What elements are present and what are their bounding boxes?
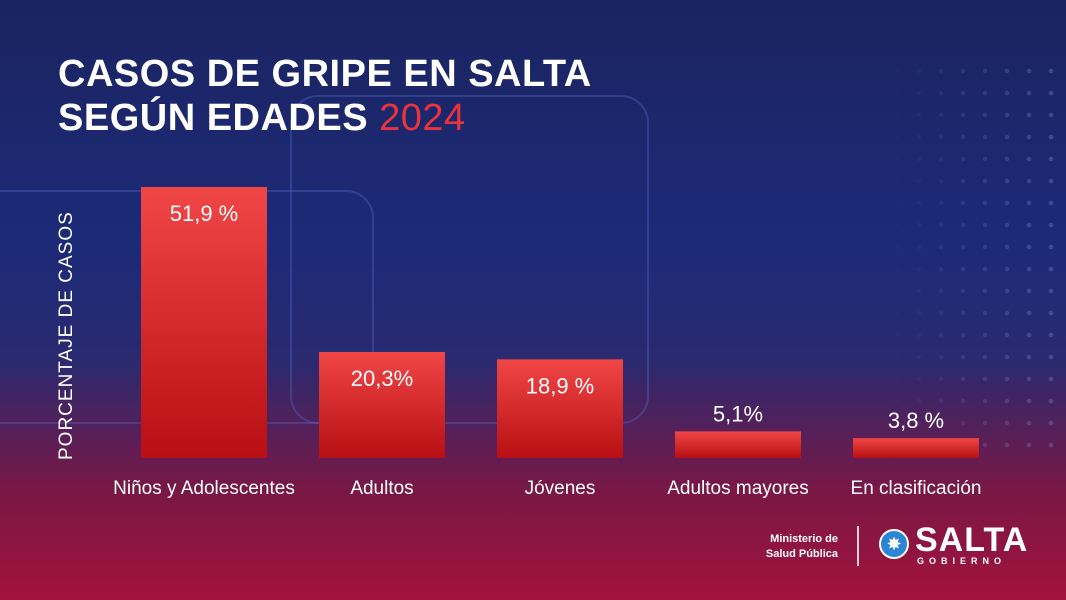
title-year: 2024 [379,97,466,139]
background-frame-large [290,95,649,424]
title-line-2: SEGÚN EDADES [58,97,369,139]
bar-value-label-4: 3,8 % [888,408,944,433]
category-label-4: En clasificación [851,478,982,499]
bar-0 [141,187,267,458]
bar-value-label-2: 18,9 % [526,373,595,398]
title-line-1: CASOS DE GRIPE EN SALTA [58,53,592,95]
ministry-line-1: Ministerio de [770,533,838,545]
salta-logo-text: SALTA [915,521,1029,559]
background-dot-pattern [886,60,1066,460]
bar-2 [497,359,623,458]
bar-value-label-1: 20,3% [351,366,413,391]
category-label-1: Adultos [350,478,413,499]
category-label-0: Niños y Adolescentes [113,478,295,499]
bar-3 [675,431,801,458]
chart-title: CASOS DE GRIPE EN SALTA SEGÚN EDADES 202… [58,52,592,140]
footer-divider [857,526,859,566]
ministry-line-2: Salud Pública [765,548,838,560]
category-label-3: Adultos mayores [667,478,809,499]
category-label-2: Jóvenes [525,478,596,499]
ministry-label: Ministerio de Salud Pública [742,532,838,562]
bar-value-label-3: 5,1% [713,401,763,426]
bar-value-label-0: 51,9 % [170,201,239,226]
bar-4 [853,438,979,458]
salta-star-logo-icon: ✸ [879,529,909,559]
salta-logo-subtext: GOBIERNO [917,556,1007,566]
bar-1 [319,352,445,458]
